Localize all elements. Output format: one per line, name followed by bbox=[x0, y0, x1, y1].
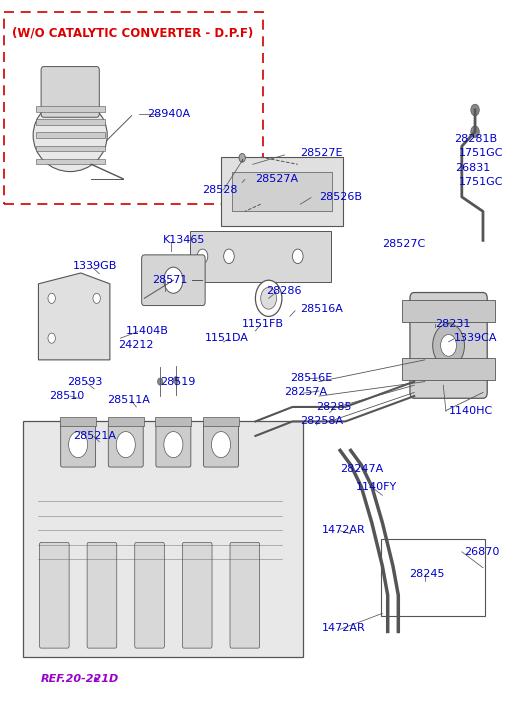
FancyBboxPatch shape bbox=[410, 292, 487, 398]
FancyBboxPatch shape bbox=[60, 417, 96, 426]
Text: 1472AR: 1472AR bbox=[321, 623, 365, 632]
FancyBboxPatch shape bbox=[230, 542, 260, 648]
FancyBboxPatch shape bbox=[190, 231, 331, 282]
Circle shape bbox=[197, 249, 208, 264]
Ellipse shape bbox=[33, 99, 107, 172]
Circle shape bbox=[262, 186, 270, 198]
FancyBboxPatch shape bbox=[108, 417, 144, 426]
Text: K13465: K13465 bbox=[163, 236, 205, 246]
FancyBboxPatch shape bbox=[87, 542, 117, 648]
Circle shape bbox=[48, 293, 55, 303]
Circle shape bbox=[471, 104, 479, 116]
Text: 28519: 28519 bbox=[160, 377, 196, 387]
FancyBboxPatch shape bbox=[142, 255, 205, 305]
FancyBboxPatch shape bbox=[109, 423, 143, 467]
Text: 1339CA: 1339CA bbox=[454, 333, 497, 343]
FancyBboxPatch shape bbox=[402, 300, 495, 322]
Circle shape bbox=[440, 334, 456, 356]
Text: 28940A: 28940A bbox=[147, 108, 190, 119]
Circle shape bbox=[235, 186, 244, 198]
Text: 1151FB: 1151FB bbox=[242, 318, 284, 329]
FancyBboxPatch shape bbox=[231, 172, 332, 212]
Text: 1751GC: 1751GC bbox=[459, 148, 504, 158]
Text: 28527C: 28527C bbox=[383, 239, 426, 249]
Circle shape bbox=[261, 287, 277, 309]
Bar bbox=[36, 119, 105, 125]
Circle shape bbox=[93, 293, 101, 303]
Text: 28516A: 28516A bbox=[301, 304, 343, 314]
FancyBboxPatch shape bbox=[41, 67, 99, 117]
Circle shape bbox=[239, 153, 245, 162]
Text: 24212: 24212 bbox=[118, 340, 153, 350]
FancyBboxPatch shape bbox=[221, 157, 343, 226]
Circle shape bbox=[293, 249, 303, 264]
Text: 28527E: 28527E bbox=[301, 148, 343, 158]
FancyBboxPatch shape bbox=[381, 539, 485, 616]
Polygon shape bbox=[22, 422, 303, 656]
FancyBboxPatch shape bbox=[61, 423, 96, 467]
Bar bbox=[36, 145, 105, 151]
FancyBboxPatch shape bbox=[156, 423, 191, 467]
Text: 1751GC: 1751GC bbox=[459, 177, 504, 188]
Circle shape bbox=[116, 432, 135, 458]
Text: 28231: 28231 bbox=[435, 318, 471, 329]
FancyBboxPatch shape bbox=[39, 542, 69, 648]
Circle shape bbox=[212, 432, 230, 458]
Text: REF.20-221D: REF.20-221D bbox=[41, 673, 119, 683]
Circle shape bbox=[288, 186, 297, 198]
Text: 28257A: 28257A bbox=[285, 387, 328, 398]
Text: 26870: 26870 bbox=[464, 547, 500, 557]
Circle shape bbox=[255, 280, 282, 316]
Bar bbox=[36, 132, 105, 138]
Circle shape bbox=[315, 186, 323, 198]
Circle shape bbox=[173, 377, 179, 384]
Circle shape bbox=[471, 126, 479, 137]
Circle shape bbox=[164, 268, 183, 293]
Text: 28571: 28571 bbox=[152, 276, 188, 285]
Text: 28258A: 28258A bbox=[301, 417, 344, 427]
Text: 28245: 28245 bbox=[409, 569, 444, 579]
Text: 28281B: 28281B bbox=[454, 134, 497, 144]
Text: 28286: 28286 bbox=[266, 286, 302, 296]
FancyBboxPatch shape bbox=[4, 12, 263, 204]
Text: 28528: 28528 bbox=[203, 185, 238, 195]
Text: 1140HC: 1140HC bbox=[448, 406, 493, 416]
Text: 1151DA: 1151DA bbox=[205, 333, 249, 343]
FancyBboxPatch shape bbox=[203, 417, 239, 426]
Text: 1339GB: 1339GB bbox=[73, 261, 117, 270]
Polygon shape bbox=[38, 273, 110, 360]
Circle shape bbox=[69, 432, 88, 458]
FancyBboxPatch shape bbox=[135, 542, 164, 648]
Text: 28516E: 28516E bbox=[290, 373, 332, 383]
Bar bbox=[36, 106, 105, 112]
Text: 28510: 28510 bbox=[49, 391, 84, 401]
Bar bbox=[36, 158, 105, 164]
Text: 28527A: 28527A bbox=[255, 174, 298, 184]
Text: 11404B: 11404B bbox=[126, 326, 169, 336]
Text: 1472AR: 1472AR bbox=[321, 525, 365, 535]
Text: 1140FY: 1140FY bbox=[356, 481, 397, 491]
Circle shape bbox=[48, 333, 55, 343]
FancyBboxPatch shape bbox=[182, 542, 212, 648]
Text: 28285: 28285 bbox=[317, 402, 352, 412]
Circle shape bbox=[157, 378, 163, 385]
Text: 26831: 26831 bbox=[455, 163, 491, 173]
Text: 28247A: 28247A bbox=[340, 464, 384, 473]
Circle shape bbox=[164, 432, 183, 458]
FancyBboxPatch shape bbox=[155, 417, 192, 426]
Text: (W/O CATALYTIC CONVERTER - D.P.F): (W/O CATALYTIC CONVERTER - D.P.F) bbox=[12, 27, 253, 40]
FancyBboxPatch shape bbox=[402, 358, 495, 380]
Text: 28521A: 28521A bbox=[73, 431, 116, 441]
Circle shape bbox=[223, 249, 234, 264]
Text: 28593: 28593 bbox=[68, 377, 103, 387]
Circle shape bbox=[433, 324, 464, 367]
Text: 28526B: 28526B bbox=[319, 192, 362, 202]
FancyBboxPatch shape bbox=[204, 423, 238, 467]
Text: 28511A: 28511A bbox=[107, 395, 150, 405]
